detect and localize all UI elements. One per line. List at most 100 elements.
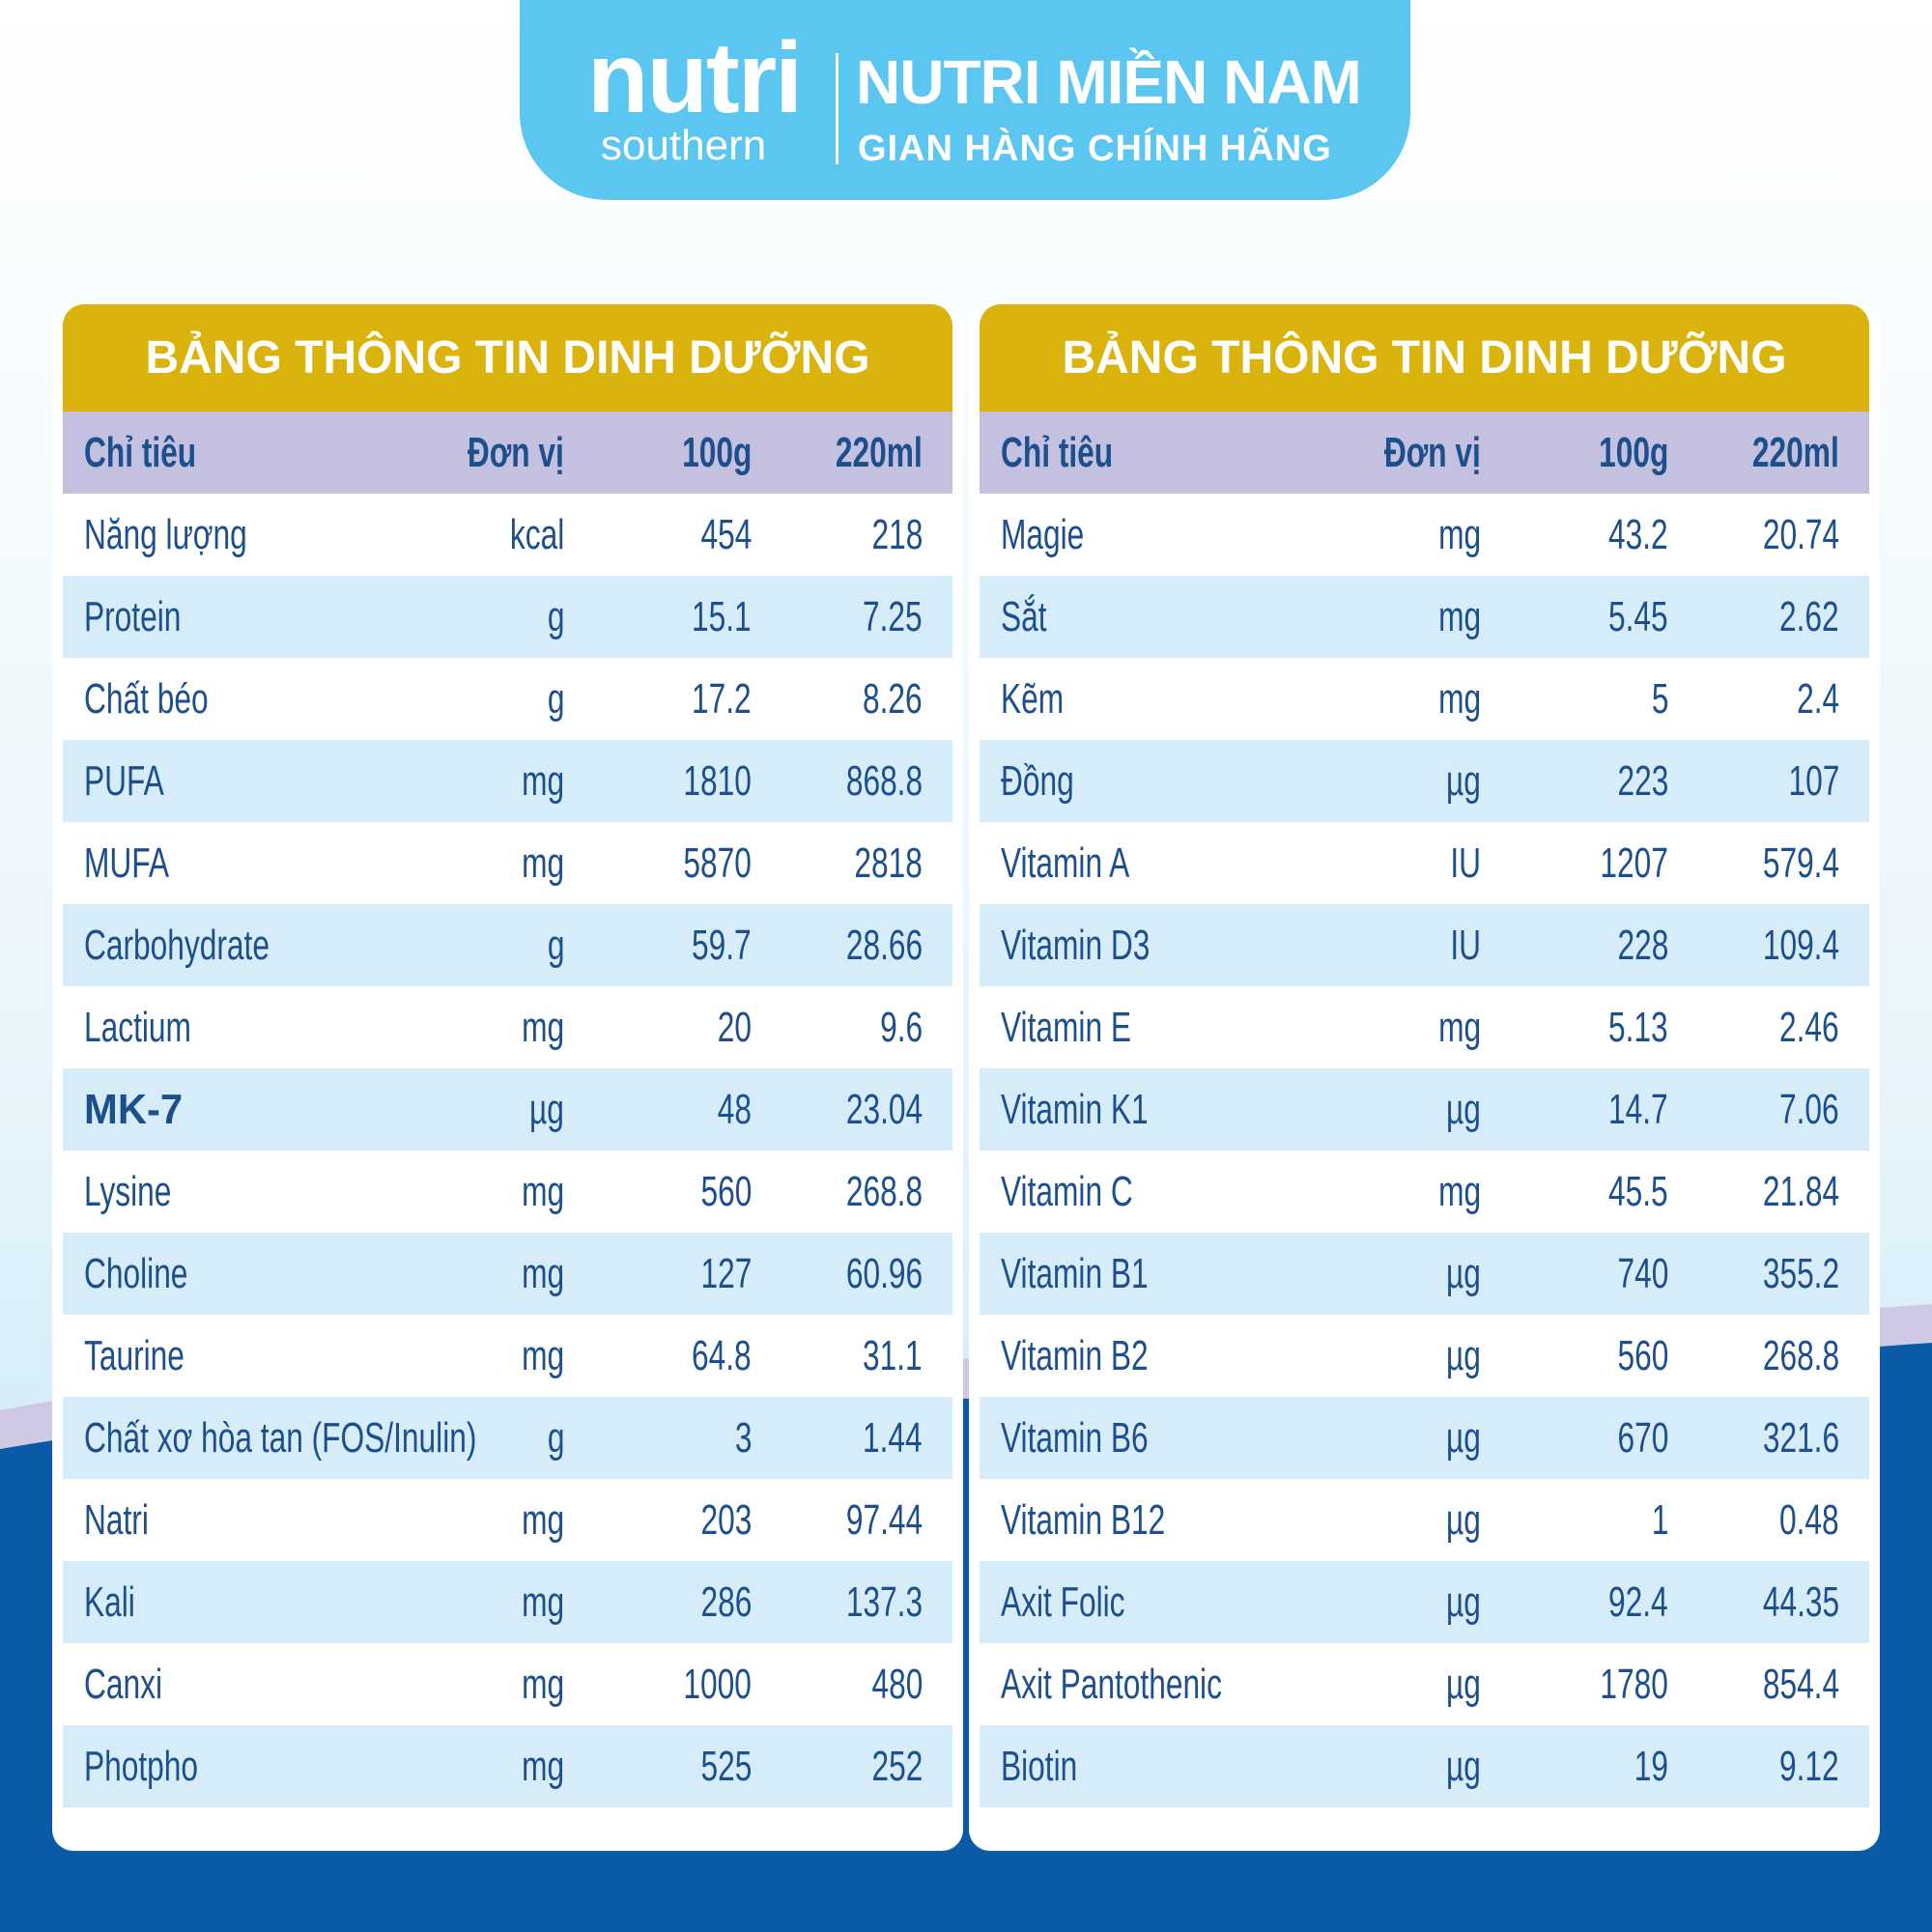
table-cell: Taurine bbox=[84, 1315, 223, 1397]
table-cell: 1780 bbox=[1574, 1643, 1668, 1725]
table-cell-text: 19 bbox=[1634, 1743, 1668, 1790]
table-cell: 7.06 bbox=[1756, 1068, 1839, 1151]
table-cell: mg bbox=[1422, 494, 1481, 576]
table-cell-text: mg bbox=[521, 1250, 564, 1297]
table-cell-text: mg bbox=[521, 1743, 564, 1790]
table-cell-text: 286 bbox=[700, 1578, 752, 1626]
table-cell-text: mg bbox=[521, 839, 564, 887]
header-cell-text: 100g bbox=[681, 429, 752, 476]
table-cell: Lactium bbox=[84, 986, 233, 1068]
table-cell: mg bbox=[1422, 986, 1481, 1068]
table-cell: 137.3 bbox=[816, 1561, 923, 1643]
table-cell-text: 560 bbox=[1617, 1332, 1668, 1379]
table-cell: Biotin bbox=[1001, 1725, 1107, 1807]
header-cell: 100g bbox=[1572, 412, 1668, 494]
table-cell: 60.96 bbox=[816, 1233, 923, 1315]
table-cell: 20 bbox=[704, 986, 752, 1068]
table-row: Vitamin B1 µg 740 355.2 bbox=[980, 1233, 1869, 1315]
table-row: Năng lượng kcal 454 218 bbox=[63, 494, 952, 576]
table-cell: 1.44 bbox=[839, 1397, 923, 1479]
table-cell-text: Natri bbox=[84, 1496, 149, 1544]
table-cell: 321.6 bbox=[1733, 1397, 1839, 1479]
table-cell-text: 1810 bbox=[683, 757, 752, 805]
table-cell-text: µg bbox=[1446, 1578, 1481, 1626]
table-cell-text: µg bbox=[1446, 1250, 1481, 1297]
table-cell-text: 252 bbox=[871, 1743, 923, 1790]
table-cell: 1000 bbox=[657, 1643, 752, 1725]
table-cell: mg bbox=[505, 1315, 564, 1397]
table-cell-text: 59.7 bbox=[692, 922, 752, 969]
table-cell: µg bbox=[1433, 1561, 1481, 1643]
table-cell-text: Vitamin B12 bbox=[1001, 1496, 1166, 1544]
table-cell-text: 223 bbox=[1617, 757, 1668, 805]
table-cell-text: Kali bbox=[84, 1578, 135, 1626]
table-row: Canxi mg 1000 480 bbox=[63, 1643, 952, 1725]
table-cell-text: 560 bbox=[700, 1168, 752, 1215]
table-cell-text: Protein bbox=[84, 593, 182, 640]
header-cell: Chỉ tiêu bbox=[1001, 412, 1156, 494]
table-cell: Vitamin B1 bbox=[1001, 1233, 1206, 1315]
table-cell: 15.1 bbox=[668, 576, 752, 658]
table: BẢNG THÔNG TIN DINH DƯỠNG Chỉ tiêu Đơn vị 1… bbox=[63, 304, 952, 1807]
table-cell: 5 bbox=[1645, 658, 1668, 740]
table-cell-text: 5.45 bbox=[1608, 593, 1668, 640]
table-row: Vitamin B6 µg 670 321.6 bbox=[980, 1397, 1869, 1479]
table-row: Biotin µg 19 9.12 bbox=[980, 1725, 1869, 1807]
table-cell-text: 97.44 bbox=[845, 1496, 923, 1544]
table-cell-text: 868.8 bbox=[845, 757, 923, 805]
table-cell-text: 15.1 bbox=[692, 593, 752, 640]
table-cell-text: 268.8 bbox=[1762, 1332, 1839, 1379]
table-cell: 480 bbox=[852, 1643, 923, 1725]
logo-sub: southern bbox=[601, 122, 767, 169]
table-cell: Vitamin D3 bbox=[1001, 904, 1208, 986]
table-title: BẢNG THÔNG TIN DINH DƯỠNG bbox=[980, 304, 1869, 412]
table-cell: 5.13 bbox=[1585, 986, 1668, 1068]
table-cell-text: 1207 bbox=[1600, 839, 1668, 887]
table-cell-text: Carbohydrate bbox=[84, 922, 270, 969]
table-cell: µg bbox=[1433, 1315, 1481, 1397]
table-cell-text: 1.44 bbox=[863, 1414, 923, 1462]
table-cell-text: Biotin bbox=[1001, 1743, 1078, 1790]
table-cell: 2.46 bbox=[1756, 986, 1839, 1068]
header-row: Chỉ tiêu Đơn vị 100g 220ml bbox=[63, 412, 952, 494]
table-row: Vitamin D3 IU 228 109.4 bbox=[980, 904, 1869, 986]
table-cell: 20.74 bbox=[1733, 494, 1839, 576]
table-cell: Natri bbox=[84, 1479, 174, 1561]
table-cell-text: mg bbox=[521, 1661, 564, 1708]
table-cell-text: mg bbox=[521, 1578, 564, 1626]
table-cell: 59.7 bbox=[668, 904, 752, 986]
table-row: MK-7 µg 48 23.04 bbox=[63, 1068, 952, 1151]
table-cell-text: 127 bbox=[700, 1250, 752, 1297]
table-cell-text: mg bbox=[521, 1332, 564, 1379]
table-cell: Vitamin K1 bbox=[1001, 1068, 1206, 1151]
table-cell: 44.35 bbox=[1733, 1561, 1839, 1643]
table-cell: MUFA bbox=[84, 822, 202, 904]
table-cell: 252 bbox=[852, 1725, 923, 1807]
table-cell-text: 43.2 bbox=[1608, 511, 1668, 558]
table-cell-text: Kẽm bbox=[1001, 675, 1065, 723]
table-cell: 92.4 bbox=[1585, 1561, 1668, 1643]
table-cell: IU bbox=[1438, 904, 1481, 986]
table-cell-text: mg bbox=[1437, 675, 1481, 723]
table-cell: 2.4 bbox=[1780, 658, 1839, 740]
logo: nutri bbox=[587, 22, 803, 134]
header-cell-text: 100g bbox=[1598, 429, 1668, 476]
table-cell-text: 2.46 bbox=[1779, 1004, 1839, 1051]
card: BẢNG THÔNG TIN DINH DƯỠNG Chỉ tiêu Đơn vị 1… bbox=[969, 304, 1880, 1851]
table-cell: 5870 bbox=[657, 822, 752, 904]
table-cell: g bbox=[541, 904, 564, 986]
table-cell-text: 203 bbox=[700, 1496, 752, 1544]
card: BẢNG THÔNG TIN DINH DƯỠNG Chỉ tiêu Đơn vị 1… bbox=[52, 304, 963, 1851]
table-cell-text: Vitamin B2 bbox=[1001, 1332, 1149, 1379]
table-cell: 355.2 bbox=[1733, 1233, 1839, 1315]
table-cell-text: 268.8 bbox=[845, 1168, 923, 1215]
header-cell-text: Đơn vị bbox=[468, 429, 564, 476]
table-cell: kcal bbox=[489, 494, 564, 576]
table-cell-text: 28.66 bbox=[845, 922, 923, 969]
table-cell-text: mg bbox=[1437, 511, 1481, 558]
table-cell: mg bbox=[505, 1233, 564, 1315]
table-cell-text: g bbox=[547, 922, 564, 969]
table-cell-text: 20 bbox=[717, 1004, 752, 1051]
table-cell: 107 bbox=[1769, 740, 1839, 822]
table-cell-text: 8.26 bbox=[863, 675, 923, 723]
